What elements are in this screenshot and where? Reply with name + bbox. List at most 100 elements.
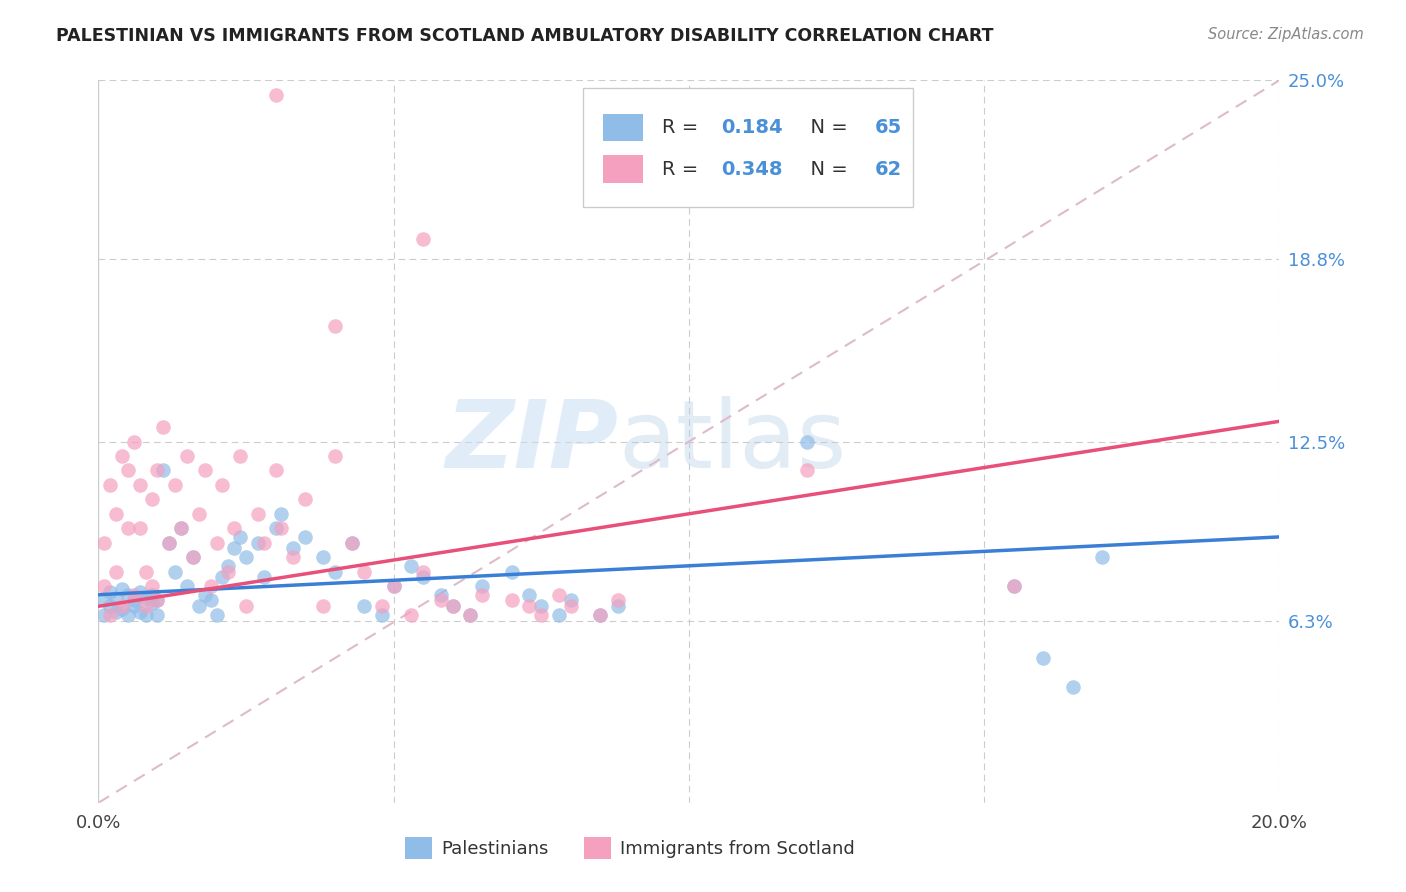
Point	[122, 593, 145, 607]
Point	[205, 607, 228, 622]
Point	[170, 521, 193, 535]
Point	[264, 463, 287, 477]
Point	[371, 599, 394, 614]
Point	[224, 521, 246, 535]
Point	[200, 593, 222, 607]
Point	[412, 570, 434, 584]
Point	[1032, 651, 1054, 665]
Text: 65: 65	[875, 118, 901, 136]
Point	[157, 535, 180, 549]
Point	[93, 535, 115, 549]
Point	[146, 463, 169, 477]
Point	[128, 584, 150, 599]
FancyBboxPatch shape	[603, 113, 643, 141]
Point	[342, 535, 364, 549]
Point	[141, 588, 163, 602]
Point	[530, 607, 553, 622]
Point	[235, 599, 257, 614]
Point	[117, 463, 139, 477]
Text: 62: 62	[875, 160, 901, 178]
Point	[430, 588, 453, 602]
Point	[135, 607, 157, 622]
Point	[211, 478, 233, 492]
Point	[1002, 579, 1025, 593]
Point	[607, 599, 630, 614]
Point	[412, 565, 434, 579]
Point	[217, 558, 239, 573]
Point	[342, 535, 364, 549]
Point	[122, 434, 145, 449]
Point	[93, 593, 115, 607]
Point	[353, 599, 375, 614]
Point	[270, 521, 292, 535]
Point	[181, 550, 204, 565]
Point	[152, 463, 174, 477]
Point	[312, 599, 335, 614]
Text: N =: N =	[797, 118, 853, 136]
Point	[548, 588, 571, 602]
Point	[176, 449, 198, 463]
Point	[441, 599, 464, 614]
Point	[217, 565, 239, 579]
Point	[146, 593, 169, 607]
Point	[194, 463, 217, 477]
Text: R =: R =	[662, 160, 704, 178]
Point	[111, 602, 134, 616]
Point	[471, 579, 494, 593]
Point	[135, 591, 157, 605]
Point	[323, 318, 346, 333]
Point	[105, 507, 128, 521]
Point	[105, 565, 128, 579]
Point	[181, 550, 204, 565]
Point	[1062, 680, 1084, 694]
Point	[264, 521, 287, 535]
Point	[170, 521, 193, 535]
Point	[283, 541, 305, 556]
Point	[98, 607, 121, 622]
Point	[111, 449, 134, 463]
Point	[117, 588, 139, 602]
Point	[294, 492, 316, 507]
Point	[246, 535, 269, 549]
Point	[401, 558, 423, 573]
Point	[382, 579, 405, 593]
Point	[111, 582, 134, 596]
Point	[141, 579, 163, 593]
Point	[128, 521, 150, 535]
Point	[146, 593, 169, 607]
Point	[122, 588, 145, 602]
FancyBboxPatch shape	[582, 87, 914, 207]
Point	[530, 599, 553, 614]
Point	[246, 507, 269, 521]
Point	[224, 541, 246, 556]
Point	[560, 593, 582, 607]
Point	[253, 570, 276, 584]
Text: N =: N =	[797, 160, 853, 178]
Point	[548, 607, 571, 622]
Point	[141, 492, 163, 507]
Point	[430, 593, 453, 607]
Point	[796, 434, 818, 449]
Point	[98, 478, 121, 492]
Point	[1002, 579, 1025, 593]
Point	[264, 87, 287, 102]
Point	[98, 599, 121, 614]
Point	[229, 449, 252, 463]
Point	[111, 599, 134, 614]
Point	[519, 588, 541, 602]
Text: PALESTINIAN VS IMMIGRANTS FROM SCOTLAND AMBULATORY DISABILITY CORRELATION CHART: PALESTINIAN VS IMMIGRANTS FROM SCOTLAND …	[56, 27, 994, 45]
Text: 0.348: 0.348	[721, 160, 782, 178]
Point	[382, 579, 405, 593]
Point	[146, 607, 169, 622]
Point	[128, 478, 150, 492]
Point	[122, 599, 145, 614]
Point	[283, 550, 305, 565]
Point	[471, 588, 494, 602]
Point	[135, 599, 157, 614]
Point	[165, 478, 187, 492]
Point	[519, 599, 541, 614]
Point	[229, 530, 252, 544]
Point	[187, 599, 209, 614]
Legend: Palestinians, Immigrants from Scotland: Palestinians, Immigrants from Scotland	[398, 830, 862, 866]
Point	[441, 599, 464, 614]
